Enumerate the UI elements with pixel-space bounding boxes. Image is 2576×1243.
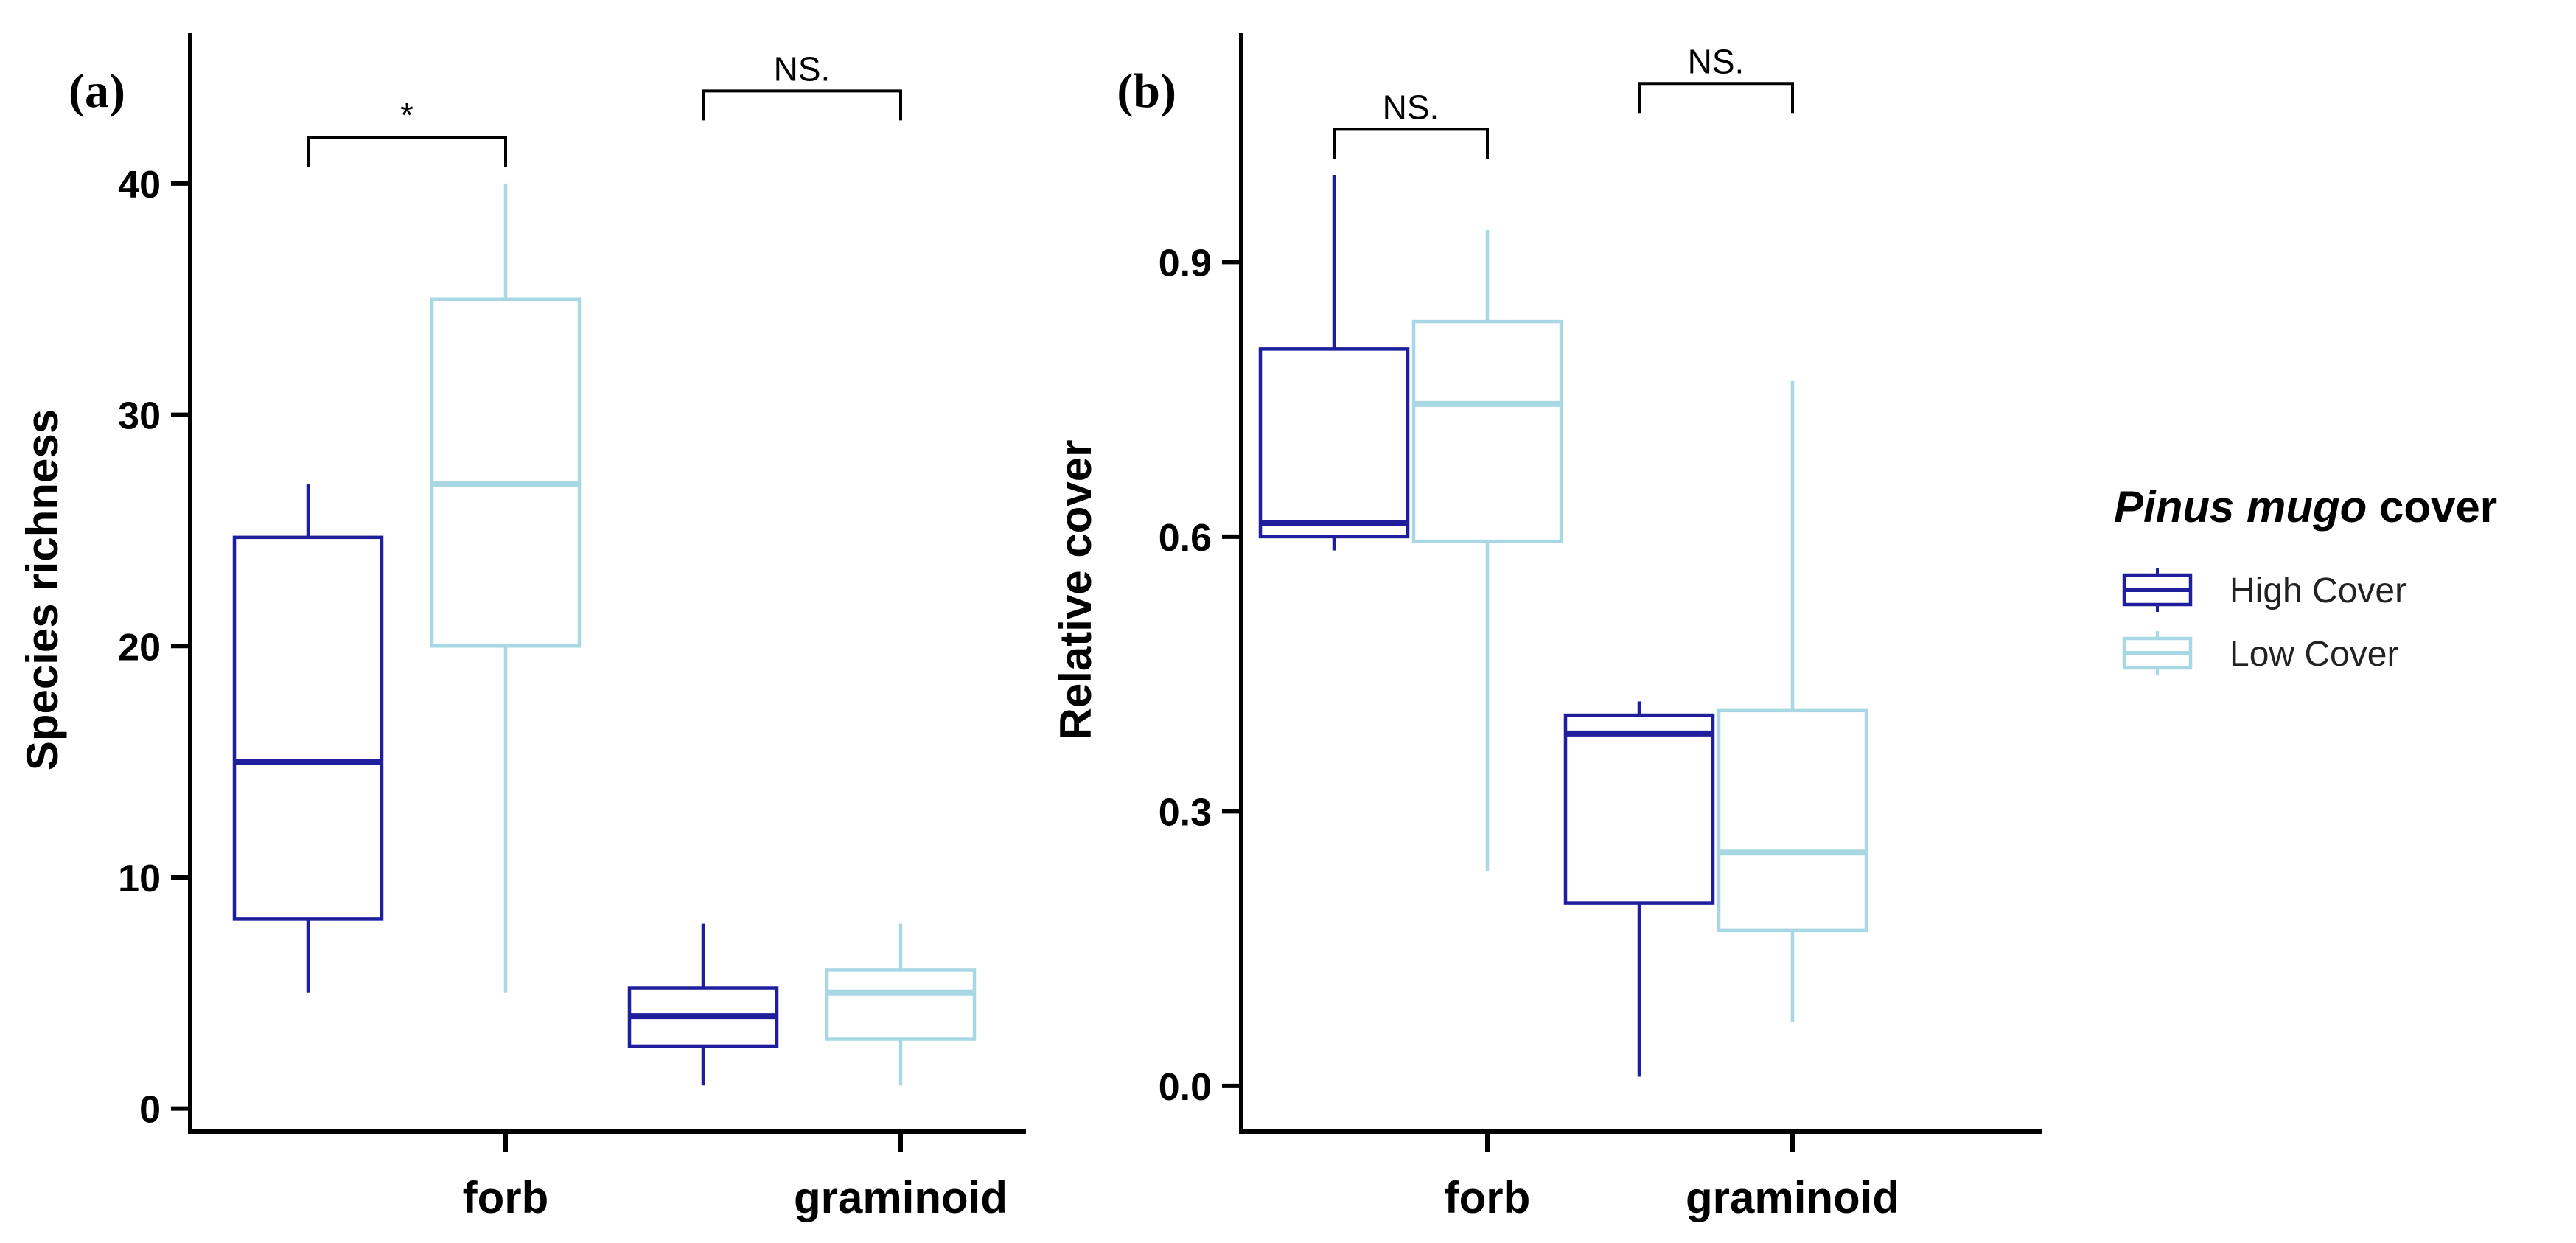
x-tick-label-graminoid: graminoid <box>1686 1173 1899 1222</box>
y-tick-label: 20 <box>118 626 161 669</box>
y-tick-label: 10 <box>118 857 161 900</box>
legend-title-species: Pinus mugo <box>2114 482 2367 532</box>
y-tick-label: 0.6 <box>1159 517 1212 560</box>
y-tick-label: 0.3 <box>1159 791 1212 834</box>
x-tick-label-forb: forb <box>1445 1173 1531 1222</box>
legend-title: Pinus mugo cover <box>2114 482 2497 532</box>
significance-bracket-graminoid: NS. <box>702 49 902 121</box>
legend-label: High Cover <box>2230 571 2406 610</box>
x-tick-label-forb: forb <box>463 1173 549 1222</box>
panel-label: (b) <box>1117 64 1176 118</box>
legend-entry-high-cover: High Cover <box>2122 568 2406 612</box>
box-iqr <box>1563 713 1715 905</box>
chart-panel-b: 0.0 0.3 0.6 0.9 forb graminoid Relative cover (… <box>1051 33 2042 1222</box>
box-iqr <box>1411 319 1563 543</box>
box-iqr <box>1258 347 1410 539</box>
y-tick-label: 40 <box>118 164 161 206</box>
box-low-cover-graminoid <box>825 923 977 1086</box>
significance-bracket-graminoid: NS. <box>1638 42 1794 114</box>
panel-label: (a) <box>69 64 125 118</box>
y-axis-title: Species richness <box>18 409 67 770</box>
significance-bracket-forb: * <box>307 96 507 167</box>
y-tick-label: 0.9 <box>1159 242 1212 285</box>
box-iqr <box>825 968 977 1041</box>
significance-label: NS. <box>774 49 831 88</box>
box-high-cover-graminoid <box>1563 701 1715 1077</box>
box-iqr <box>1717 708 1868 933</box>
legend: Pinus mugo cover High Cover Low Cover <box>2114 482 2497 675</box>
y-tick-label: 30 <box>118 395 161 438</box>
y-tick-label: 0 <box>139 1089 161 1132</box>
significance-label: * <box>400 96 413 134</box>
chart-panel-a: 0 10 20 30 40 forb graminoid Species richness (a… <box>18 33 1026 1222</box>
box-high-cover-graminoid <box>627 923 779 1086</box>
box-iqr <box>430 297 582 648</box>
box-low-cover-graminoid <box>1717 380 1868 1022</box>
y-tick-label: 0.0 <box>1159 1066 1212 1109</box>
x-tick-label-graminoid: graminoid <box>794 1173 1008 1222</box>
significance-bracket-forb: NS. <box>1333 88 1489 159</box>
box-iqr <box>232 535 384 921</box>
box-low-cover-forb <box>430 183 582 993</box>
significance-label: NS. <box>1383 88 1439 126</box>
legend-entry-low-cover: Low Cover <box>2122 631 2398 675</box>
bracket-line <box>307 136 507 167</box>
significance-label: NS. <box>1688 42 1745 80</box>
legend-label: Low Cover <box>2230 635 2398 674</box>
legend-title-suffix: cover <box>2367 482 2497 532</box>
bracket-line <box>702 89 902 121</box>
box-high-cover-forb <box>232 484 384 993</box>
bracket-line <box>1333 128 1489 159</box>
y-axis-title: Relative cover <box>1051 440 1100 740</box>
box-low-cover-forb <box>1411 229 1563 871</box>
box-high-cover-forb <box>1258 175 1410 551</box>
bracket-line <box>1638 82 1794 114</box>
